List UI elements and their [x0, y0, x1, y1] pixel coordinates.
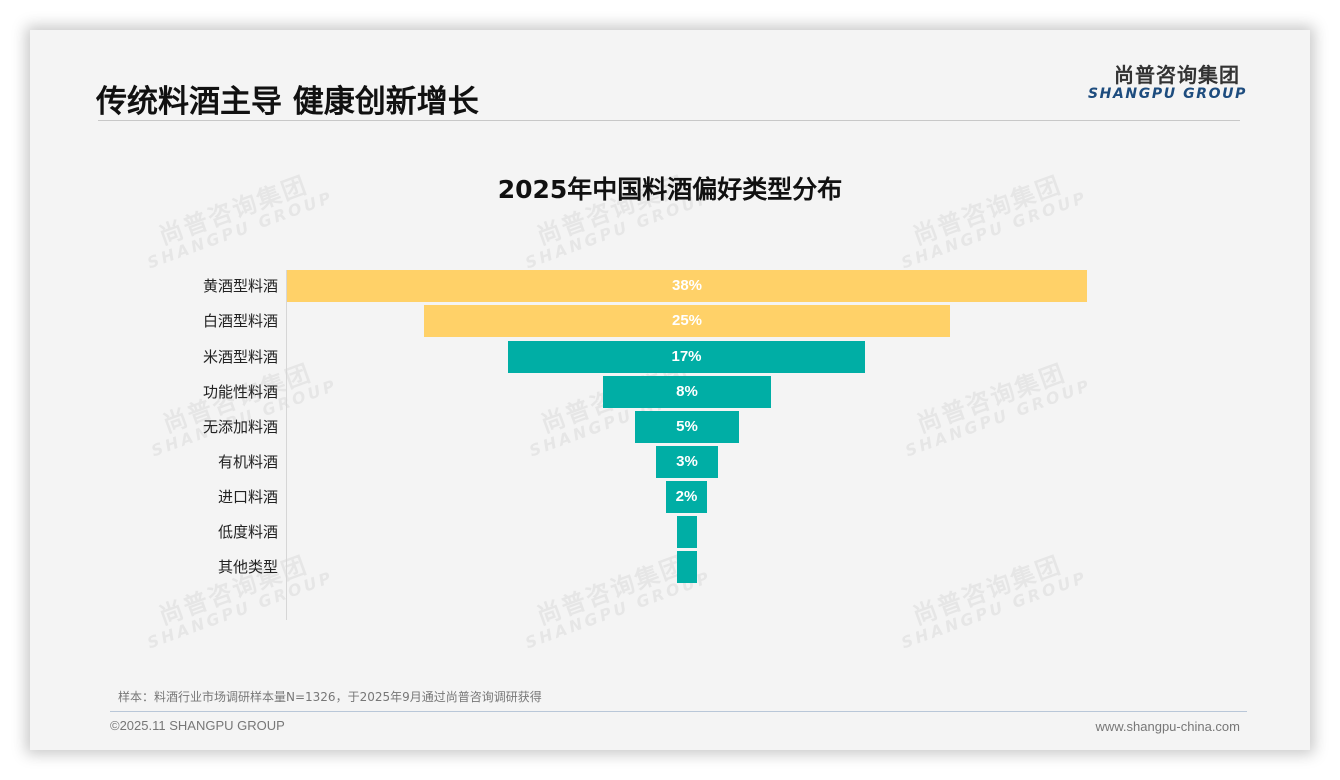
funnel-bar: 17% [508, 341, 865, 373]
chart-row: 米酒型料酒 17% [30, 341, 1310, 373]
logo-cn-text: 尚普咨询集团 [1114, 63, 1240, 87]
chart-row: 无添加料酒 5% [30, 411, 1310, 443]
funnel-bar: 25% [424, 305, 950, 337]
page-title: 传统料酒主导 健康创新增长 [96, 84, 479, 120]
sample-note: 样本：料酒行业市场调研样本量N=1326，于2025年9月通过尚普咨询调研获得 [118, 690, 542, 704]
header-divider [98, 120, 1240, 121]
funnel-bar: 8% [603, 376, 771, 408]
funnel-bar: 38% [287, 270, 1087, 302]
slide-card: 尚普咨询集团 SHANGPU GROUP 尚普咨询集团 SHANGPU GROU… [30, 30, 1310, 750]
category-label: 黄酒型料酒 [202, 277, 278, 295]
footer-divider [110, 711, 1247, 712]
category-label: 进口料酒 [217, 488, 278, 506]
category-label: 白酒型料酒 [202, 312, 278, 330]
funnel-bar [677, 551, 697, 583]
category-label: 低度料酒 [217, 523, 278, 541]
category-axis-line [286, 270, 287, 620]
category-label: 米酒型料酒 [202, 348, 278, 366]
website-link[interactable]: www.shangpu-china.com [1095, 719, 1240, 734]
company-logo: 尚普咨询集团 SHANGPU GROUP [1088, 63, 1247, 102]
funnel-bar: 5% [635, 411, 739, 443]
chart-row: 低度料酒 [30, 516, 1310, 548]
funnel-bar: 2% [666, 481, 707, 513]
chart-row: 白酒型料酒 25% [30, 305, 1310, 337]
copyright-text: ©2025.11 SHANGPU GROUP [110, 718, 285, 733]
funnel-bar: 3% [656, 446, 718, 478]
chart-row: 黄酒型料酒 38% [30, 270, 1310, 302]
chart-row: 其他类型 [30, 551, 1310, 583]
category-label: 功能性料酒 [202, 383, 278, 401]
category-label: 无添加料酒 [202, 418, 278, 436]
funnel-bar [677, 516, 697, 548]
category-label: 有机料酒 [217, 453, 278, 471]
category-label: 其他类型 [217, 558, 278, 576]
logo-en-text: SHANGPU GROUP [1088, 86, 1247, 102]
chart-row: 有机料酒 3% [30, 446, 1310, 478]
chart-row: 功能性料酒 8% [30, 376, 1310, 408]
chart-title: 2025年中国料酒偏好类型分布 [497, 175, 843, 204]
chart-row: 进口料酒 2% [30, 481, 1310, 513]
